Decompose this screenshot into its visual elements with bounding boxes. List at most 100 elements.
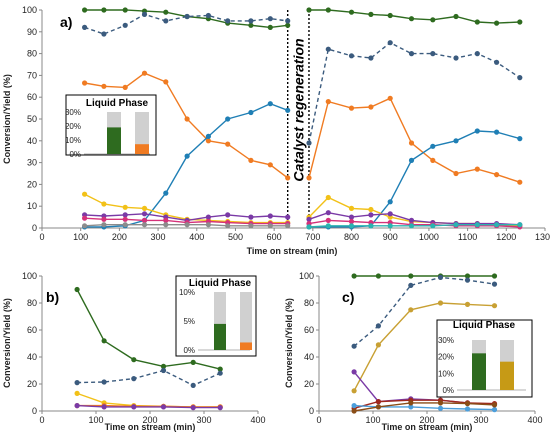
data-point	[101, 31, 107, 37]
y-tick-label: 100	[299, 271, 314, 281]
x-tick-label: 500	[228, 232, 243, 242]
data-point	[474, 51, 480, 57]
y-tick-label: 60	[27, 92, 37, 102]
y-tick-label: 40	[304, 352, 314, 362]
data-point	[430, 17, 436, 23]
inset-tick-label: 30%	[65, 108, 81, 117]
data-point	[387, 12, 393, 19]
x-tick-label: 200	[112, 232, 127, 242]
y-axis-title: Conversion/Yield (%)	[284, 298, 294, 388]
data-point	[267, 213, 273, 219]
data-point	[348, 223, 355, 229]
data-point	[474, 19, 480, 25]
data-point	[163, 79, 169, 85]
data-point	[348, 105, 355, 111]
data-point	[387, 223, 393, 229]
y-tick-label: 90	[27, 27, 37, 37]
data-point	[190, 382, 196, 388]
data-point	[225, 223, 231, 229]
x-tick-label: 1000	[419, 232, 439, 242]
y-tick-label: 20	[27, 179, 37, 189]
data-point	[375, 342, 381, 348]
inset-tick-label: 5%	[183, 317, 195, 326]
data-point	[306, 7, 312, 13]
data-point	[368, 212, 374, 218]
inset-tick-label: 0%	[69, 150, 81, 159]
data-point	[375, 399, 381, 405]
data-point	[494, 172, 500, 178]
data-point	[348, 9, 355, 15]
y-tick-label: 80	[27, 49, 37, 59]
data-point	[494, 20, 500, 26]
data-point	[408, 223, 415, 229]
data-point	[285, 175, 291, 181]
data-point	[430, 51, 436, 57]
data-point	[517, 222, 523, 228]
data-point	[205, 214, 211, 220]
data-point	[474, 128, 480, 134]
data-point	[453, 138, 459, 144]
data-point	[141, 11, 148, 17]
data-point	[74, 286, 80, 293]
data-point	[408, 273, 414, 279]
data-point	[267, 162, 273, 168]
data-point	[453, 55, 459, 61]
data-point	[225, 18, 231, 24]
data-point	[437, 405, 444, 411]
y-tick-label: 40	[27, 352, 37, 362]
data-point	[122, 216, 128, 222]
data-point	[131, 357, 137, 363]
data-point	[248, 22, 254, 28]
data-point	[225, 141, 231, 147]
y-tick-label: 80	[304, 298, 314, 308]
data-point	[387, 40, 393, 46]
x-tick-label: 200	[142, 415, 157, 425]
x-tick-label: 100	[88, 415, 103, 425]
data-point	[285, 22, 291, 28]
data-point	[464, 401, 471, 407]
data-point	[74, 390, 80, 396]
data-point	[453, 170, 459, 177]
data-point	[225, 212, 231, 218]
data-point	[408, 307, 414, 313]
data-point	[306, 216, 312, 222]
data-point	[453, 13, 459, 20]
series-line	[308, 211, 520, 226]
data-point	[348, 214, 355, 220]
series-line	[354, 404, 495, 411]
x-axis-title: Time on stream (min)	[247, 246, 338, 256]
data-point	[190, 405, 196, 411]
series-line	[308, 97, 521, 183]
panel-a-chart: 0 100 200 300 400 500 600 700 800 900 1000 1100 1200…	[2, 5, 550, 256]
x-tick-label: 300	[473, 415, 488, 425]
data-point	[184, 222, 190, 228]
inset-tick-label: 0%	[183, 346, 195, 355]
x-tick-label: 800	[344, 232, 359, 242]
data-point	[491, 273, 498, 279]
data-point	[141, 217, 148, 223]
panel-label: b)	[46, 289, 59, 305]
y-tick-label: 0	[309, 406, 314, 416]
x-tick-label: 400	[527, 415, 542, 425]
series-line	[353, 276, 495, 347]
data-point	[368, 104, 374, 110]
inset-bar	[240, 342, 252, 350]
panel-label: a)	[60, 14, 72, 30]
y-tick-label: 100	[22, 5, 37, 15]
data-point	[464, 277, 471, 283]
data-point	[437, 400, 444, 406]
data-point	[325, 217, 331, 223]
data-point	[267, 24, 273, 30]
data-point	[205, 138, 211, 144]
data-point	[74, 380, 80, 386]
data-point	[163, 9, 169, 15]
data-point	[101, 216, 107, 222]
data-point	[491, 407, 498, 413]
data-point	[351, 343, 357, 349]
x-tick-label: 300	[151, 232, 166, 242]
y-tick-label: 80	[27, 298, 37, 308]
data-point	[408, 282, 414, 288]
data-point	[163, 222, 169, 228]
